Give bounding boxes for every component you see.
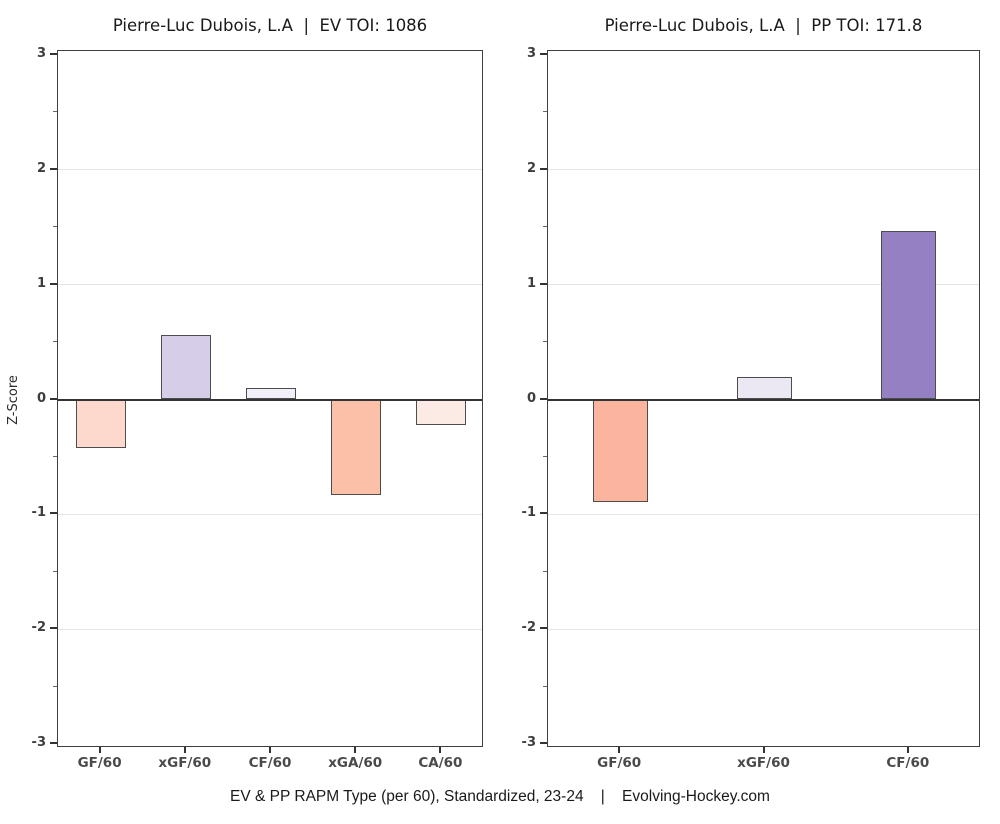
y-tick-label: 0 <box>36 390 46 406</box>
figure-caption: EV & PP RAPM Type (per 60), Standardized… <box>230 788 770 805</box>
x-tick-label-xGF/60: xGF/60 <box>158 755 212 771</box>
y-tick-label: 3 <box>526 46 536 61</box>
y-minor-tick <box>543 570 547 572</box>
y-tick-mark <box>540 397 547 400</box>
x-tick-label-CF/60: CF/60 <box>248 755 292 771</box>
y-minor-tick <box>53 570 57 572</box>
x-tick-label-GF/60: GF/60 <box>597 755 642 771</box>
y-tick-label: -2 <box>31 620 46 636</box>
y-tick-label: 0 <box>526 390 536 406</box>
pp-chart-title: Pierre-Luc Dubois, L.A | PP TOI: 171.8 <box>604 16 923 35</box>
y-tick-label: -2 <box>521 620 536 636</box>
y-tick-mark <box>50 627 57 630</box>
gridline-y-1 <box>58 513 482 515</box>
zero-line <box>58 398 482 401</box>
bar-CF/60 <box>881 230 937 400</box>
y-tick-label: -3 <box>521 735 536 750</box>
x-tick-mark <box>439 747 442 753</box>
gridline-y-2 <box>58 628 482 630</box>
gridline-y-2 <box>548 628 979 630</box>
y-minor-tick <box>543 341 547 343</box>
x-tick-mark <box>269 747 271 753</box>
y-tick-mark <box>50 742 57 744</box>
y-tick-label: 1 <box>526 275 536 291</box>
ev-plot-panel <box>57 50 483 747</box>
y-tick-label: 3 <box>36 46 46 61</box>
x-tick-mark <box>618 747 621 753</box>
y-tick-label: 1 <box>36 275 46 291</box>
y-tick-mark <box>540 282 547 285</box>
y-minor-tick <box>543 685 547 687</box>
bar-GF/60 <box>592 399 648 502</box>
y-tick-label: -3 <box>31 735 46 750</box>
y-tick-mark <box>540 512 547 515</box>
y-tick-mark <box>50 512 57 515</box>
y-tick-mark <box>50 282 57 285</box>
y-minor-tick <box>53 341 57 343</box>
y-tick-mark <box>540 167 547 170</box>
x-tick-label-CA/60: CA/60 <box>418 755 463 771</box>
y-tick-label: -1 <box>521 505 536 521</box>
x-tick-mark <box>906 747 909 753</box>
pp-plot-panel <box>547 50 980 747</box>
y-minor-tick <box>53 111 57 113</box>
y-minor-tick <box>543 455 547 457</box>
y-tick-label: -1 <box>31 505 46 521</box>
y-tick-label: 2 <box>526 160 536 176</box>
y-minor-tick <box>53 455 57 457</box>
bar-xGF/60 <box>160 335 211 400</box>
x-tick-mark <box>354 747 357 753</box>
y-tick-mark <box>50 397 57 400</box>
x-tick-label-CF/60: CF/60 <box>886 755 930 771</box>
y-minor-tick <box>53 226 57 228</box>
x-tick-label-GF/60: GF/60 <box>77 755 122 771</box>
y-minor-tick <box>543 226 547 228</box>
gridline-y2 <box>548 169 979 171</box>
y-tick-label: 2 <box>36 160 46 176</box>
gridline-y-1 <box>548 513 979 515</box>
gridline-y1 <box>58 284 482 286</box>
ev-chart-title: Pierre-Luc Dubois, L.A | EV TOI: 1086 <box>112 16 428 35</box>
y-tick-mark <box>540 742 547 744</box>
x-tick-mark <box>98 747 101 753</box>
y-minor-tick <box>53 685 57 687</box>
bar-CA/60 <box>416 399 467 425</box>
bar-GF/60 <box>75 399 126 448</box>
y-tick-mark <box>540 53 547 55</box>
x-tick-mark <box>183 747 186 753</box>
gridline-y2 <box>58 169 482 171</box>
y-minor-tick <box>543 111 547 113</box>
x-tick-mark <box>762 747 765 753</box>
zero-line <box>548 398 979 401</box>
bar-xGF/60 <box>737 376 792 400</box>
y-tick-mark <box>50 167 57 170</box>
bar-xGA/60 <box>331 399 382 495</box>
y-tick-mark <box>50 53 57 55</box>
y-tick-mark <box>540 627 547 630</box>
x-tick-label-xGA/60: xGA/60 <box>328 755 383 771</box>
x-tick-label-xGF/60: xGF/60 <box>737 755 790 771</box>
gridline-y1 <box>548 284 979 286</box>
